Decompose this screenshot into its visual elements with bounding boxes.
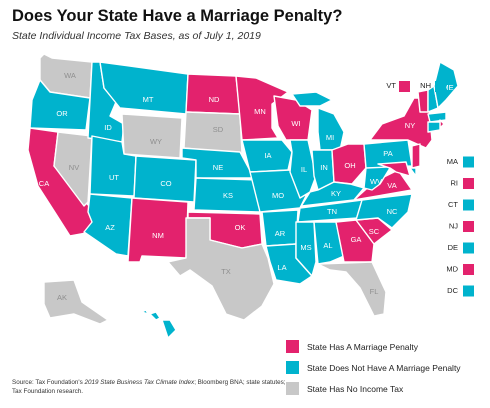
source-note: Source: Tax Foundation's 2019 State Busi…	[12, 379, 286, 395]
legend-label: State Does Not Have A Marriage Penalty	[307, 362, 461, 373]
state-label-mn: MN	[254, 107, 266, 116]
state-label-ak: AK	[57, 293, 67, 302]
callout-swatch-nh	[435, 81, 446, 92]
state-label-mo: MO	[272, 191, 284, 200]
state-fl	[317, 261, 387, 317]
page-subtitle: State Individual Income Tax Bases, as of…	[12, 30, 261, 42]
state-label-sc: SC	[369, 227, 380, 236]
state-ma	[427, 111, 447, 123]
state-label-me: ME	[442, 83, 453, 92]
state-label-la: LA	[277, 263, 286, 272]
state-label-ar: AR	[275, 229, 286, 238]
state-ms	[295, 221, 317, 277]
callout-label-ri: RI	[451, 178, 459, 187]
state-label-wy: WY	[150, 137, 162, 146]
map-legend: State Has A Marriage Penalty State Does N…	[286, 336, 461, 399]
state-label-ks: KS	[223, 191, 233, 200]
state-wy	[121, 113, 183, 159]
state-label-il: IL	[301, 165, 307, 174]
state-label-ny: NY	[405, 121, 415, 130]
state-label-ok: OK	[235, 223, 246, 232]
legend-label: State Has A Marriage Penalty	[307, 341, 419, 352]
state-md	[377, 161, 411, 177]
callout-swatch-ri	[463, 178, 474, 189]
callout-swatch-md	[463, 264, 474, 275]
state-nm	[127, 197, 189, 263]
state-label-pa: PA	[383, 149, 392, 158]
state-label-tn: TN	[327, 207, 337, 216]
state-label-oh: OH	[344, 161, 355, 170]
state-label-ia: IA	[264, 151, 271, 160]
callout-label-nj: NJ	[449, 221, 458, 230]
state-label-az: AZ	[105, 223, 115, 232]
state-label-wi: WI	[291, 119, 300, 128]
state-label-ms: MS	[300, 243, 311, 252]
state-label-ut: UT	[109, 173, 119, 182]
state-vt	[417, 89, 429, 113]
callout-label-vt: VT	[386, 81, 396, 90]
state-de	[409, 167, 417, 177]
state-label-in: IN	[320, 163, 328, 172]
state-hi	[141, 309, 177, 339]
state-label-sd: SD	[213, 125, 224, 134]
state-ky	[299, 181, 365, 209]
state-label-id: ID	[104, 123, 112, 132]
state-label-ky: KY	[331, 189, 341, 198]
legend-item-no-tax: State Has No Income Tax	[286, 378, 461, 399]
state-ct	[427, 121, 441, 133]
state-label-va: VA	[387, 181, 396, 190]
state-label-tx: TX	[221, 267, 231, 276]
legend-item-no-penalty: State Does Not Have A Marriage Penalty	[286, 357, 461, 378]
state-nj	[411, 143, 421, 169]
state-label-nv: NV	[69, 163, 79, 172]
state-label-nd: ND	[209, 95, 220, 104]
state-label-wa: WA	[64, 71, 76, 80]
state-nc	[355, 193, 413, 229]
state-label-ca: CA	[39, 179, 49, 188]
state-label-fl: FL	[370, 287, 379, 296]
state-label-ne: NE	[213, 163, 223, 172]
state-label-wv: WV	[370, 177, 382, 186]
state-label-al: AL	[323, 241, 332, 250]
state-ia	[241, 139, 293, 173]
callout-swatch-de	[463, 242, 474, 254]
state-label-or: OR	[56, 109, 68, 118]
state-il	[289, 139, 317, 199]
state-or	[29, 79, 91, 131]
state-ga	[335, 219, 375, 263]
legend-item-penalty: State Has A Marriage Penalty	[286, 336, 461, 357]
callout-label-de: DE	[448, 243, 458, 252]
state-label-nc: NC	[387, 207, 398, 216]
state-ak	[43, 279, 109, 325]
state-mt	[99, 61, 189, 115]
callout-swatch-nj	[463, 221, 474, 232]
callout-swatch-dc	[463, 285, 474, 297]
legend-label: State Has No Income Tax	[307, 383, 404, 394]
callout-swatch-ma	[463, 156, 474, 168]
state-label-hi: HI	[148, 325, 156, 334]
callout-swatch-vt	[399, 81, 410, 92]
state-tx	[167, 217, 275, 321]
callout-label-dc: DC	[447, 286, 458, 295]
callout-label-ct: CT	[448, 200, 458, 209]
legend-swatch	[286, 382, 299, 395]
state-nv	[53, 131, 93, 207]
state-label-ga: GA	[351, 235, 362, 244]
state-label-nm: NM	[152, 231, 164, 240]
state-label-co: CO	[160, 179, 171, 188]
state-al	[313, 221, 345, 265]
callout-label-nh: NH	[420, 81, 431, 90]
legend-swatch	[286, 340, 299, 353]
state-sd	[183, 111, 243, 155]
callout-label-md: MD	[446, 264, 458, 273]
callout-swatch-ct	[463, 199, 474, 211]
legend-swatch	[286, 361, 299, 374]
state-label-mt: MT	[143, 95, 154, 104]
state-label-mi: MI	[326, 133, 334, 142]
page-title: Does Your State Have a Marriage Penalty?	[12, 7, 343, 25]
callout-label-ma: MA	[447, 157, 458, 166]
